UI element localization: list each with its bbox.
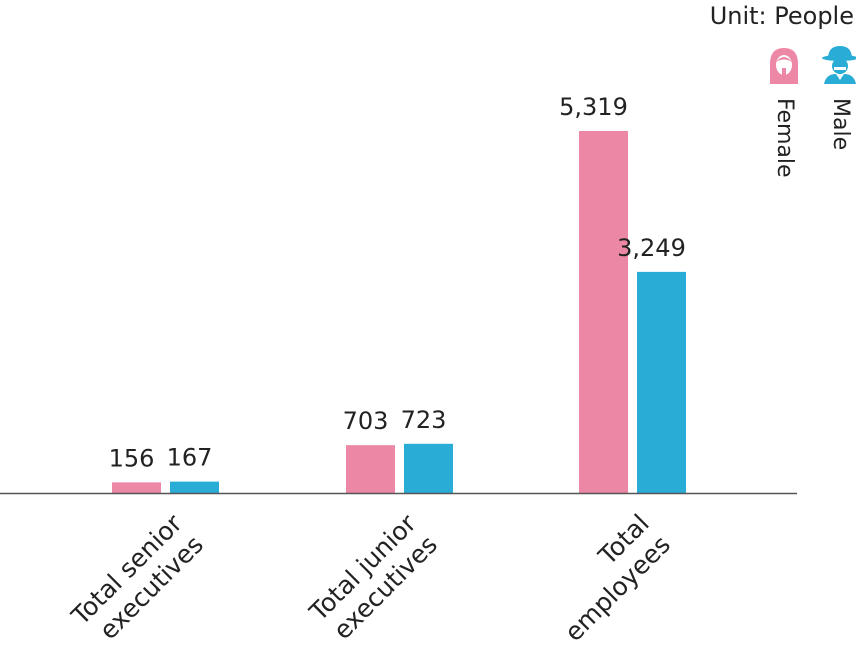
legend-female: Female bbox=[764, 44, 804, 178]
bar-female-0 bbox=[112, 482, 161, 493]
bar-male-1 bbox=[404, 443, 453, 493]
female-icon bbox=[770, 48, 798, 84]
legend-male: Male bbox=[820, 44, 856, 150]
bar-female-1 bbox=[346, 445, 395, 493]
legend-label-female: Female bbox=[772, 98, 797, 178]
category-label-1: Total juniorexecutives bbox=[303, 508, 443, 648]
category-label-2: Totalemployees bbox=[538, 509, 676, 647]
bar-male-2 bbox=[637, 271, 686, 493]
male-icon bbox=[822, 46, 856, 84]
data-label-male-0: 167 bbox=[167, 444, 213, 472]
legend-label-male: Male bbox=[828, 98, 853, 151]
bar-female-2 bbox=[579, 131, 628, 493]
data-label-male-2: 3,249 bbox=[617, 234, 686, 262]
unit-label: Unit: People bbox=[709, 2, 854, 30]
data-label-female-0: 156 bbox=[109, 444, 155, 472]
data-label-female-1: 703 bbox=[343, 407, 389, 435]
data-label-female-2: 5,319 bbox=[559, 93, 628, 121]
bar-male-0 bbox=[170, 481, 219, 493]
data-label-male-1: 723 bbox=[401, 406, 447, 434]
category-label-0: Total seniorexecutives bbox=[65, 508, 209, 650]
